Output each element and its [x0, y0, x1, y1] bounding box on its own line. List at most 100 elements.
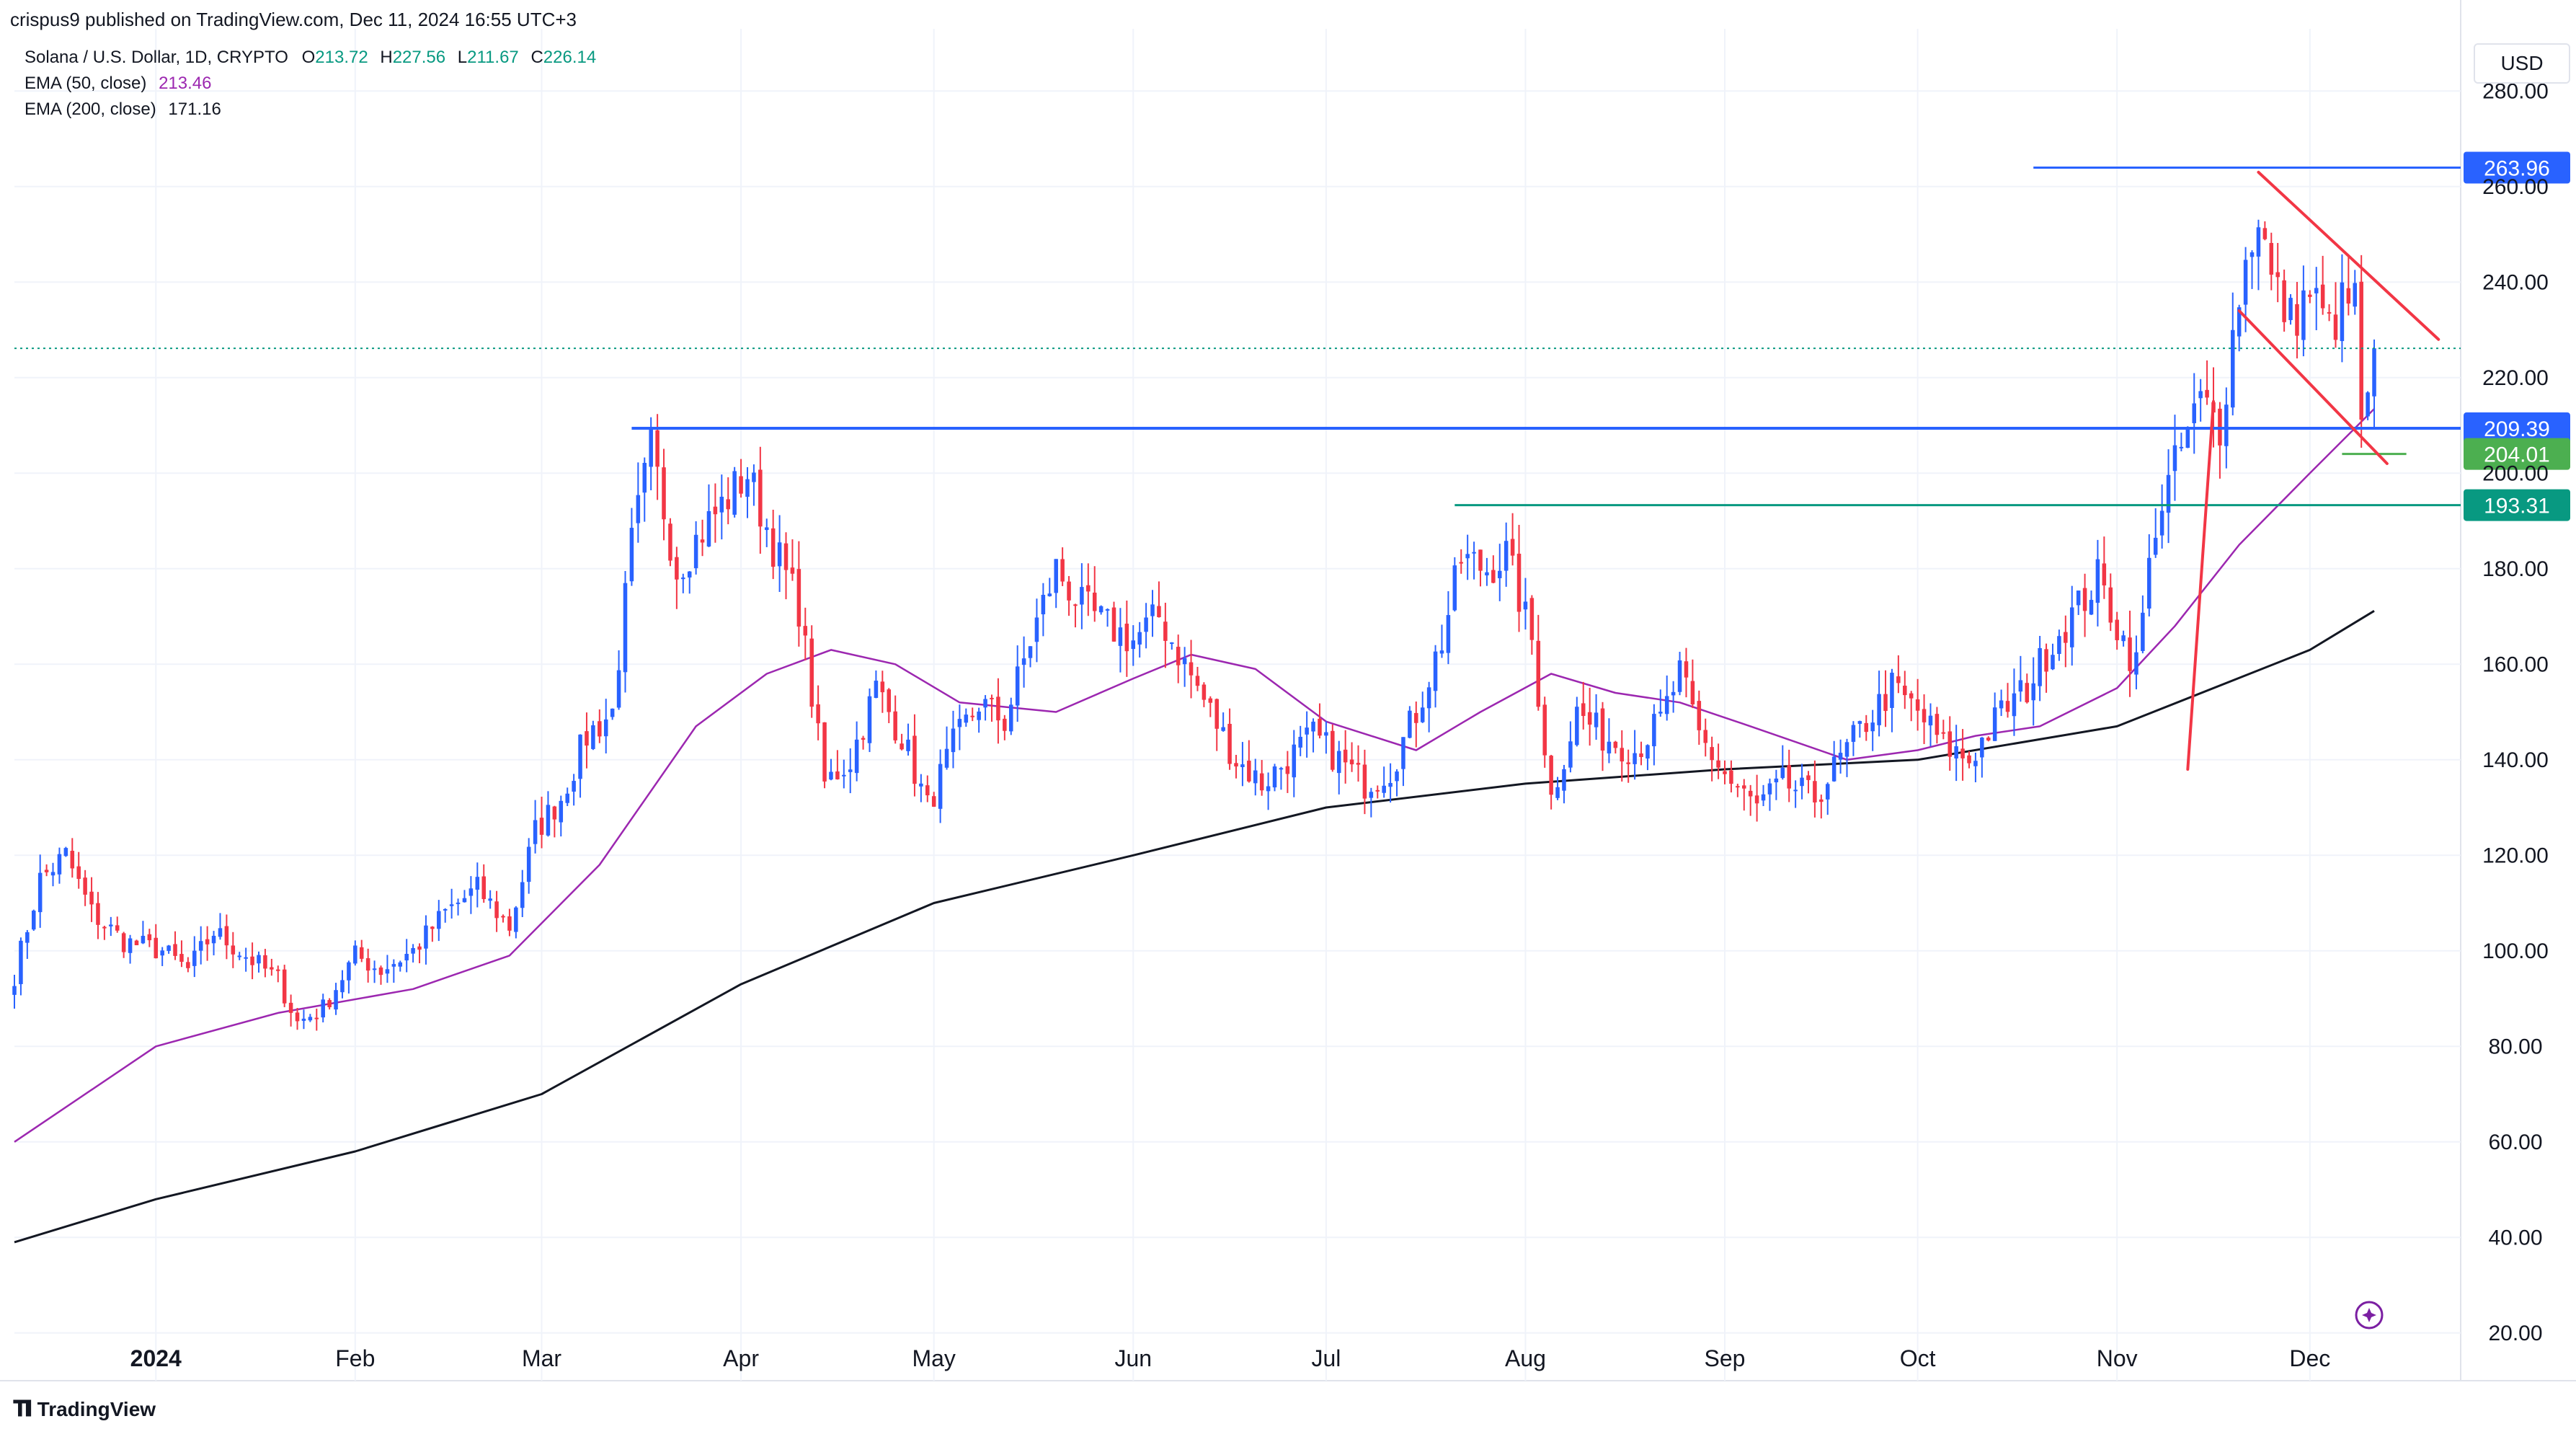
- candle-body: [900, 743, 904, 750]
- level-price-label: 209.39: [2484, 417, 2550, 441]
- candle-body: [327, 1000, 332, 1007]
- candle-down: [1060, 547, 1065, 586]
- candle-body: [1523, 601, 1528, 610]
- candle-up: [1671, 681, 1676, 713]
- candle-up: [919, 774, 923, 802]
- candle-up: [1504, 522, 1509, 587]
- candle-down: [2295, 282, 2299, 359]
- y-tick-label: 40.00: [2488, 1226, 2542, 1249]
- candle-body: [1935, 714, 1940, 735]
- candle-down: [2346, 255, 2351, 316]
- candle-body: [468, 888, 474, 896]
- candle-body: [1736, 786, 1740, 788]
- time-axis[interactable]: 2024 Feb Mar Apr May Jun Jul Aug Sep Oct Nov Dec: [130, 1345, 2331, 1371]
- trendline: [2257, 170, 2440, 341]
- candle-body: [1452, 565, 1457, 611]
- candle-down: [1086, 563, 1091, 616]
- candle-body: [1343, 749, 1348, 763]
- candle-body: [1658, 712, 1663, 714]
- candle-up: [1633, 730, 1637, 780]
- candle-up: [2301, 265, 2306, 357]
- candle-up: [1298, 725, 1302, 756]
- candle-body: [1015, 666, 1020, 706]
- candle-down: [327, 998, 332, 1010]
- candle-body: [649, 429, 653, 467]
- candle-up: [848, 748, 853, 794]
- candle-down: [481, 864, 487, 903]
- candle-up: [764, 518, 769, 547]
- candle-up: [1767, 778, 1772, 811]
- candle-body: [539, 818, 544, 835]
- candle-body: [1703, 730, 1708, 743]
- candle-up: [681, 573, 685, 593]
- candle-body: [745, 479, 750, 497]
- candle-up: [2069, 585, 2074, 666]
- candle-up: [2018, 655, 2023, 702]
- candle-up: [874, 670, 879, 699]
- candle-body: [166, 945, 171, 951]
- candle-body: [308, 1017, 313, 1021]
- candle-down: [1124, 601, 1129, 677]
- replay-star-icon[interactable]: [2355, 1301, 2384, 1330]
- currency-label: USD: [2500, 52, 2544, 74]
- candle-up: [854, 721, 859, 782]
- candle-up: [31, 909, 36, 932]
- candle-body: [919, 783, 923, 787]
- tradingview-logo[interactable]: 𝐓❙ TradingView: [13, 1397, 156, 1422]
- candle-body: [1831, 756, 1836, 782]
- candle-up: [424, 915, 428, 965]
- candle-body: [732, 471, 737, 515]
- candle-body: [559, 800, 564, 823]
- candle-up: [2198, 379, 2203, 422]
- candle-body: [411, 947, 415, 954]
- candle-body: [1375, 789, 1380, 792]
- candle-body: [681, 578, 685, 580]
- candle-body: [2005, 701, 2010, 712]
- candle-body: [2372, 348, 2376, 397]
- candle-body: [205, 939, 210, 944]
- candle-down: [2320, 255, 2325, 315]
- candle-up: [1221, 712, 1225, 732]
- candle-body: [1793, 789, 1798, 792]
- candle-body: [31, 911, 36, 930]
- candle-down: [2128, 611, 2132, 697]
- candle-up: [237, 952, 242, 960]
- candle-body: [874, 681, 879, 698]
- candle-up: [57, 847, 62, 884]
- candle-body: [1092, 592, 1097, 611]
- currency-button[interactable]: USD: [2474, 43, 2570, 84]
- candle-up: [1870, 709, 1875, 751]
- candle-up: [1658, 689, 1663, 717]
- candle-up: [1831, 740, 1836, 782]
- candle-body: [481, 876, 487, 900]
- candle-up: [1973, 752, 1978, 782]
- candle-body: [1510, 539, 1515, 556]
- ema50-legend[interactable]: EMA (50, close) 213.46: [25, 74, 211, 94]
- candle-body: [1105, 609, 1110, 611]
- candle-up: [1780, 745, 1785, 780]
- candle-up: [160, 947, 164, 966]
- candle-body: [1844, 742, 1849, 757]
- candle-body: [295, 1012, 300, 1022]
- candle-body: [398, 962, 403, 967]
- candle-up: [1182, 647, 1187, 687]
- candle-up: [449, 888, 454, 919]
- candle-down: [1214, 698, 1220, 751]
- candle-body: [475, 877, 480, 890]
- symbol-legend[interactable]: Solana / U.S. Dollar, 1D, CRYPTO O213.72…: [25, 48, 603, 68]
- candle-body: [1163, 621, 1168, 641]
- candle-body: [1420, 707, 1425, 722]
- candle-body: [1536, 640, 1541, 707]
- tradingview-brand: TradingView: [37, 1398, 156, 1420]
- candle-up: [1279, 766, 1284, 790]
- candle-up: [321, 994, 325, 1023]
- candle-down: [1285, 751, 1290, 793]
- candle-body: [2295, 304, 2299, 336]
- candle-body: [1080, 587, 1084, 605]
- ema200-legend[interactable]: EMA (200, close) 171.16: [25, 99, 221, 120]
- candle-body: [990, 697, 994, 699]
- candle-body: [796, 569, 801, 627]
- candle-down: [2359, 255, 2363, 448]
